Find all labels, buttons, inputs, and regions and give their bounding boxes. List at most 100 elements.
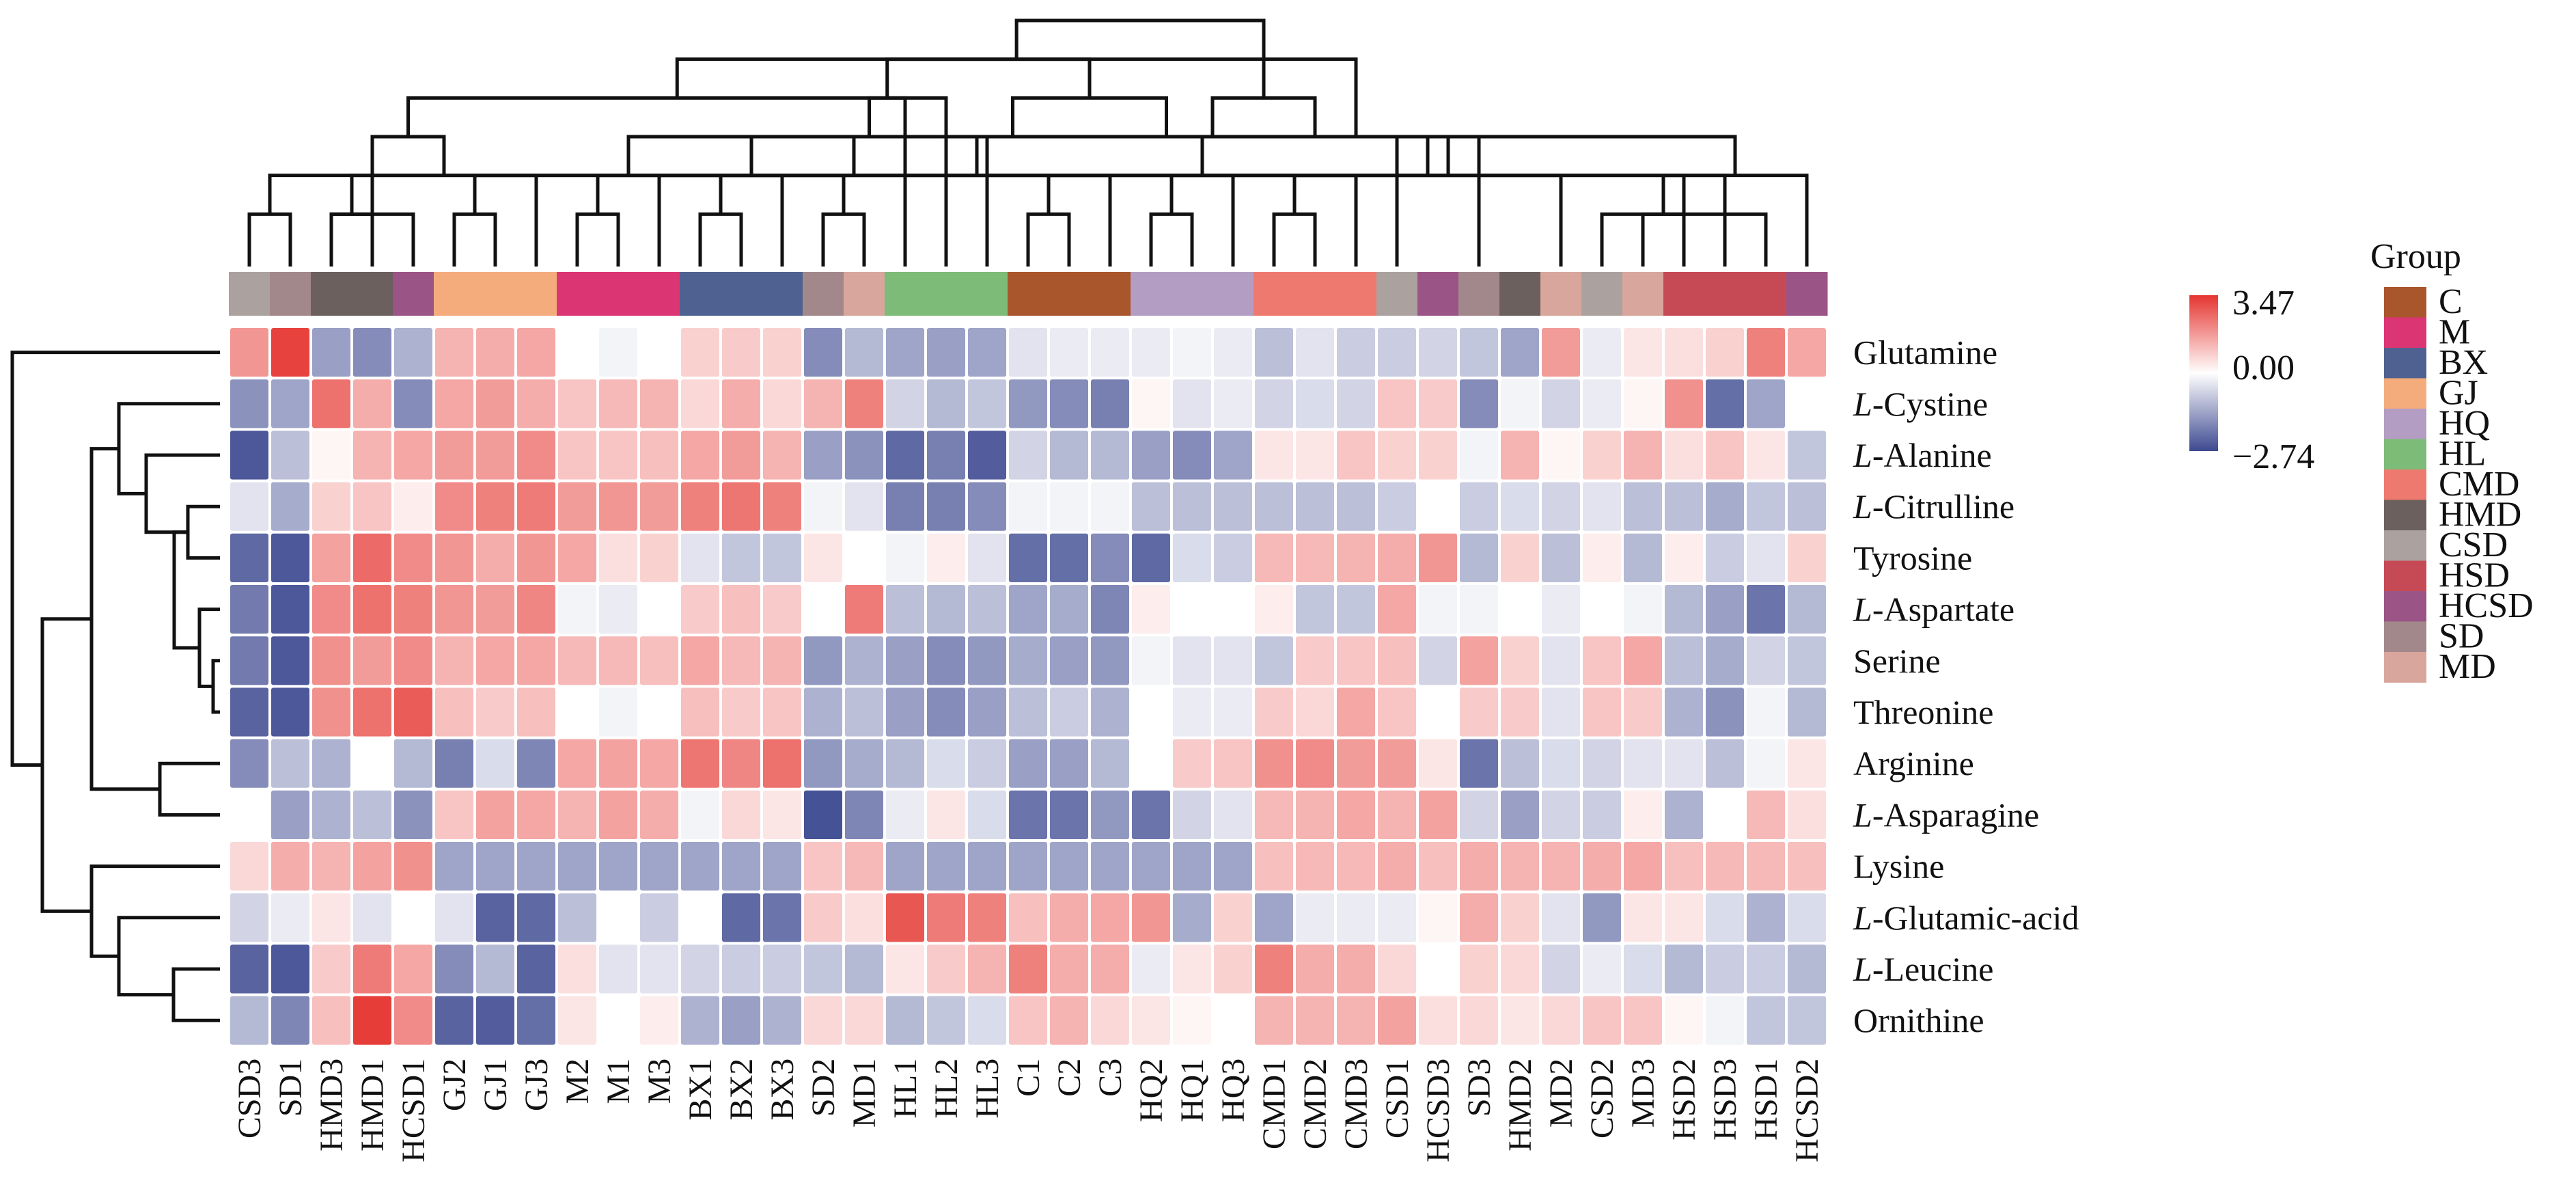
column-dendrogram-link [350, 174, 538, 267]
heatmap-cell [394, 687, 432, 737]
heatmap-cell [1542, 687, 1580, 737]
heatmap-cell [1665, 790, 1703, 839]
column-label: HMD1 [355, 1059, 391, 1151]
heatmap-cell [1624, 379, 1662, 428]
heatmap-cell [1296, 996, 1334, 1045]
heatmap-cell [763, 944, 801, 994]
heatmap-cell [1747, 790, 1785, 839]
colorbar-gradient [2189, 295, 2218, 451]
heatmap-cell [558, 431, 596, 480]
group-bar-cell [1376, 272, 1418, 316]
heatmap-cell [230, 842, 268, 891]
column-label: HL1 [887, 1059, 924, 1119]
heatmap-cell [1460, 893, 1498, 942]
heatmap-cell [353, 585, 391, 634]
heatmap-cell [640, 482, 678, 531]
heatmap-cell [1255, 739, 1293, 788]
heatmap-cell [1419, 687, 1457, 737]
heatmap-cell [1460, 790, 1498, 839]
heatmap-cell [1788, 482, 1826, 531]
heatmap-cell [1788, 379, 1826, 428]
heatmap-cell [1460, 996, 1498, 1045]
row-dendrogram-link [10, 351, 220, 767]
heatmap-cell [1337, 328, 1375, 377]
heatmap-cell [312, 328, 350, 377]
group-bar-cell [1254, 272, 1295, 316]
heatmap-cell [1378, 379, 1416, 428]
heatmap-cell [1296, 482, 1334, 531]
group-bar-cell [475, 272, 516, 316]
heatmap-cell [763, 893, 801, 942]
heatmap-cell [1747, 842, 1785, 891]
heatmap-cell [230, 790, 268, 839]
heatmap-cell [804, 431, 842, 480]
column-dendrogram-link [247, 212, 292, 267]
heatmap-cell [353, 328, 391, 377]
heatmap-cell [1296, 533, 1334, 582]
heatmap-cell [1706, 944, 1744, 994]
group-bar-cell [967, 272, 1008, 316]
heatmap-cell [394, 944, 432, 994]
column-dendrogram-link [1149, 212, 1194, 267]
column-dendrogram-link [1661, 174, 1809, 267]
heatmap-cell [1665, 482, 1703, 531]
heatmap-cell [1460, 328, 1498, 377]
row-label: Threonine [1853, 693, 1993, 731]
heatmap-cell [968, 636, 1006, 685]
heatmap-cell [681, 687, 719, 737]
heatmap-cell [1624, 431, 1662, 480]
heatmap-cell [558, 944, 596, 994]
heatmap-cell [1460, 842, 1498, 891]
heatmap-cell [1542, 328, 1580, 377]
column-dendrogram-link [1292, 174, 1563, 267]
heatmap-cell [230, 996, 268, 1045]
heatmap-cell [927, 533, 965, 582]
heatmap-cell [1419, 533, 1457, 582]
heatmap-cell [394, 328, 432, 377]
heatmap-cell [1337, 790, 1375, 839]
heatmap-cell [1296, 431, 1334, 480]
colorbar-min-label: −2.74 [2232, 437, 2314, 476]
heatmap-cell [1419, 842, 1457, 891]
heatmap-cell [1009, 996, 1047, 1045]
heatmap-cell [968, 533, 1006, 582]
heatmap-cell [517, 585, 555, 634]
heatmap-cell [1173, 739, 1211, 788]
heatmap-cell [1706, 431, 1744, 480]
heatmap-cell [1665, 328, 1703, 377]
column-label: HSD2 [1666, 1059, 1702, 1141]
colorbar-mid-label: 0.00 [2232, 349, 2295, 387]
heatmap-cell [1214, 944, 1252, 994]
heatmap-cell [1050, 893, 1088, 942]
heatmap-cell [968, 842, 1006, 891]
heatmap-cell [927, 790, 965, 839]
heatmap-cell [927, 944, 965, 994]
heatmap-cell [476, 739, 514, 788]
heatmap-cell [1091, 996, 1129, 1045]
heatmap-cell [599, 739, 637, 788]
heatmap-cell [558, 379, 596, 428]
heatmap-cell [1706, 379, 1744, 428]
group-bar-cell [1786, 272, 1828, 316]
heatmap-cell [599, 996, 637, 1045]
group-bar-cell [721, 272, 762, 316]
heatmap-cell [517, 842, 555, 891]
heatmap-cell [1091, 379, 1129, 428]
heatmap-cell [476, 842, 514, 891]
heatmap-cell [230, 739, 268, 788]
heatmap-cell [1706, 482, 1744, 531]
heatmap-cell [394, 790, 432, 839]
heatmap-cell [271, 996, 309, 1045]
column-label: HMD3 [314, 1059, 350, 1151]
heatmap-cell [886, 482, 924, 531]
heatmap-cell [1665, 585, 1703, 634]
heatmap-cell [517, 790, 555, 839]
heatmap-cell [640, 739, 678, 788]
heatmap-cell [886, 379, 924, 428]
heatmap-cell [1747, 944, 1785, 994]
heatmap-cell [1583, 636, 1621, 685]
heatmap-cell [312, 585, 350, 634]
heatmap-cell [271, 379, 309, 428]
heatmap-cell [312, 482, 350, 531]
heatmap-cell [1132, 379, 1170, 428]
